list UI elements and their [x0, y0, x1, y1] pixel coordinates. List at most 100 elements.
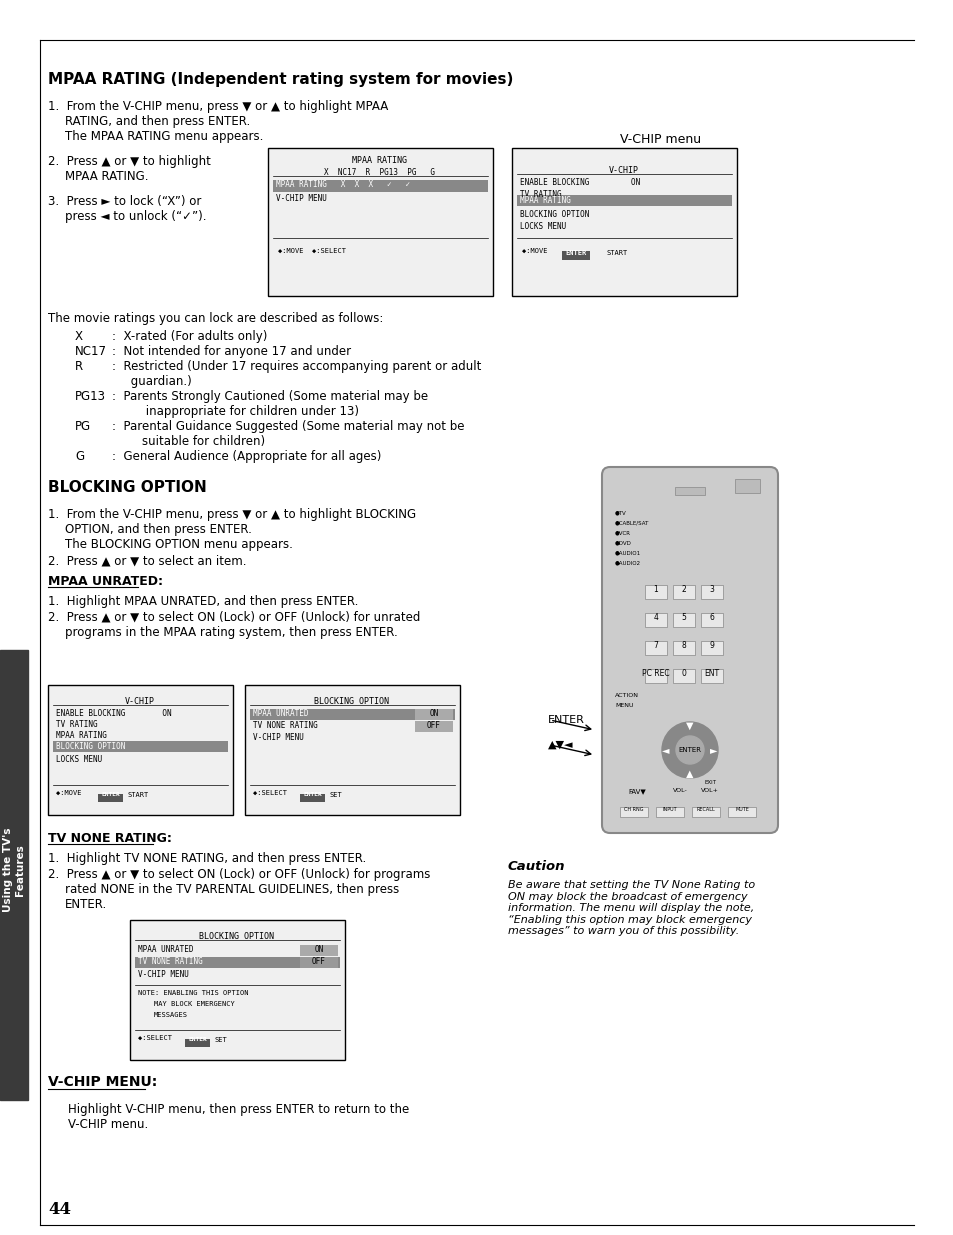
Bar [245, 685, 459, 815]
Text: 8: 8 [680, 641, 685, 650]
Text: MESSAGES: MESSAGES [153, 1011, 188, 1018]
Text: BLOCKING OPTION: BLOCKING OPTION [48, 480, 207, 495]
Bar [53, 741, 228, 752]
Text: 1: 1 [653, 585, 658, 594]
Text: 3: 3 [709, 585, 714, 594]
Text: Highlight V-CHIP menu, then press ENTER to return to the: Highlight V-CHIP menu, then press ENTER … [68, 1103, 409, 1116]
Text: MENU: MENU [615, 703, 633, 708]
Text: R: R [75, 359, 83, 373]
Text: NC17: NC17 [75, 345, 107, 358]
Text: 1.  From the V-CHIP menu, press ▼ or ▲ to highlight MPAA: 1. From the V-CHIP menu, press ▼ or ▲ to… [48, 100, 388, 112]
Text: OPTION, and then press ENTER.: OPTION, and then press ENTER. [65, 522, 252, 536]
Text: LOCKS MENU: LOCKS MENU [56, 755, 102, 764]
Text: ENTER: ENTER [678, 747, 700, 753]
Text: ●TV: ●TV [615, 510, 626, 515]
Text: ENTER: ENTER [189, 1037, 207, 1042]
Text: V-CHIP: V-CHIP [608, 165, 639, 175]
Text: BLOCKING OPTION: BLOCKING OPTION [199, 932, 274, 941]
Text: FAV▼: FAV▼ [627, 788, 645, 794]
Text: 2: 2 [680, 585, 685, 594]
Text: ●DVD: ●DVD [615, 540, 631, 545]
Bar [656, 806, 683, 818]
Text: G: G [75, 450, 84, 463]
Text: X  NC17  R  PG13  PG   G: X NC17 R PG13 PG G [324, 168, 435, 177]
Text: ◆:SELECT: ◆:SELECT [138, 1035, 180, 1041]
Text: MPAA RATING: MPAA RATING [352, 156, 407, 165]
Text: MPAA UNRATED: MPAA UNRATED [138, 945, 193, 953]
Text: :  X-rated (For adults only): : X-rated (For adults only) [112, 330, 267, 343]
Bar [644, 641, 666, 655]
Bar [98, 794, 123, 802]
Text: LOCKS MENU: LOCKS MENU [519, 222, 566, 231]
Text: ◄: ◄ [661, 745, 669, 755]
Text: VOL-: VOL- [672, 788, 687, 793]
Text: MPAA RATING.: MPAA RATING. [65, 170, 149, 183]
Text: 3.  Press ► to lock (“X”) or: 3. Press ► to lock (“X”) or [48, 195, 201, 207]
Text: 0: 0 [680, 669, 686, 678]
Text: V-CHIP: V-CHIP [125, 697, 154, 706]
Text: ENTER: ENTER [102, 792, 120, 797]
Bar [644, 669, 666, 683]
Text: programs in the MPAA rating system, then press ENTER.: programs in the MPAA rating system, then… [65, 626, 397, 638]
Text: 5: 5 [680, 613, 686, 622]
Text: BLOCKING OPTION: BLOCKING OPTION [56, 742, 125, 751]
Bar [672, 585, 695, 599]
Text: BLOCKING OPTION: BLOCKING OPTION [519, 210, 589, 219]
Text: 1.  Highlight TV NONE RATING, and then press ENTER.: 1. Highlight TV NONE RATING, and then pr… [48, 852, 366, 864]
Bar [675, 487, 704, 495]
Text: 2.  Press ▲ or ▼ to highlight: 2. Press ▲ or ▼ to highlight [48, 156, 211, 168]
Bar [185, 1039, 210, 1047]
Text: The BLOCKING OPTION menu appears.: The BLOCKING OPTION menu appears. [65, 538, 293, 551]
Circle shape [661, 722, 718, 778]
Text: TV RATING: TV RATING [519, 190, 561, 199]
Text: ◆:SELECT: ◆:SELECT [253, 790, 295, 797]
Bar [268, 148, 493, 296]
Text: press ◄ to unlock (“✓”).: press ◄ to unlock (“✓”). [65, 210, 206, 224]
Text: OFF: OFF [312, 957, 326, 966]
Text: SET: SET [330, 792, 342, 798]
Bar [727, 806, 755, 818]
Text: :  Parents Strongly Cautioned (Some material may be: : Parents Strongly Cautioned (Some mater… [112, 390, 428, 403]
Bar [700, 585, 722, 599]
Text: :  Restricted (Under 17 requires accompanying parent or adult: : Restricted (Under 17 requires accompan… [112, 359, 481, 373]
Bar [273, 180, 488, 191]
Text: 7: 7 [653, 641, 658, 650]
Text: 1.  From the V-CHIP menu, press ▼ or ▲ to highlight BLOCKING: 1. From the V-CHIP menu, press ▼ or ▲ to… [48, 508, 416, 521]
Text: ENTER: ENTER [565, 249, 586, 256]
Text: ACTION: ACTION [615, 693, 639, 698]
Text: RATING, and then press ENTER.: RATING, and then press ENTER. [65, 115, 250, 128]
Text: V-CHIP menu: V-CHIP menu [619, 133, 700, 146]
Text: ENABLE BLOCKING        ON: ENABLE BLOCKING ON [56, 709, 172, 718]
Bar [299, 794, 325, 802]
Bar [700, 669, 722, 683]
Text: V-CHIP MENU: V-CHIP MENU [253, 734, 304, 742]
Text: TV NONE RATING: TV NONE RATING [138, 957, 203, 966]
Text: ▲▼◄: ▲▼◄ [547, 740, 573, 750]
Text: MPAA RATING   X  X  X   ✓   ✓: MPAA RATING X X X ✓ ✓ [275, 180, 410, 189]
Text: ON: ON [314, 945, 323, 953]
Text: POWER: POWER [738, 485, 758, 490]
Text: 9: 9 [709, 641, 714, 650]
Text: RECALL: RECALL [696, 806, 715, 811]
Bar [672, 641, 695, 655]
Text: ◆:MOVE: ◆:MOVE [521, 248, 556, 254]
Text: ●VCR: ●VCR [615, 530, 630, 535]
Text: PG13: PG13 [75, 390, 106, 403]
Text: 2.  Press ▲ or ▼ to select ON (Lock) or OFF (Unlock) for programs: 2. Press ▲ or ▼ to select ON (Lock) or O… [48, 868, 430, 881]
Text: NOTE: ENABLING THIS OPTION: NOTE: ENABLING THIS OPTION [138, 990, 248, 995]
Bar [734, 479, 760, 493]
Text: ENTER: ENTER [303, 792, 322, 797]
Bar [0, 650, 28, 1100]
Text: :  Not intended for anyone 17 and under: : Not intended for anyone 17 and under [112, 345, 351, 358]
Bar [644, 613, 666, 627]
Text: START: START [606, 249, 628, 256]
Text: ▼: ▼ [685, 721, 693, 731]
Text: 2.  Press ▲ or ▼ to select ON (Lock) or OFF (Unlock) for unrated: 2. Press ▲ or ▼ to select ON (Lock) or O… [48, 611, 420, 624]
Text: suitable for children): suitable for children) [112, 435, 265, 448]
Bar [135, 957, 339, 968]
Text: ▲: ▲ [685, 769, 693, 779]
Text: X: X [75, 330, 83, 343]
Text: ●AUDIO2: ●AUDIO2 [615, 559, 640, 564]
Bar [130, 920, 345, 1060]
FancyBboxPatch shape [601, 467, 778, 832]
